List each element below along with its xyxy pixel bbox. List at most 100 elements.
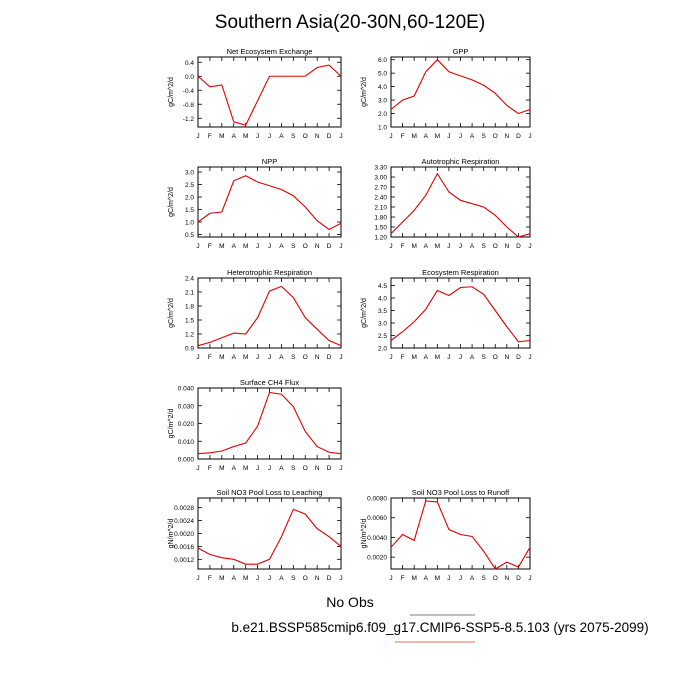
y-tick-label: 0.9 xyxy=(185,346,194,353)
x-tick-label: A xyxy=(470,354,475,361)
y-tick-label: 1.8 xyxy=(185,304,194,311)
x-tick-label: A xyxy=(424,243,429,250)
x-tick-label: M xyxy=(243,354,248,361)
y-tick-label: 0.020 xyxy=(178,421,195,428)
x-tick-label: N xyxy=(315,465,320,472)
y-tick-label: 4.0 xyxy=(378,84,387,91)
x-tick-label: A xyxy=(279,354,284,361)
panel-title: Soil NO3 Pool Loss to Runoff xyxy=(412,488,510,497)
x-tick-label: J xyxy=(196,243,199,250)
y-tick-label: 0.0012 xyxy=(174,557,194,564)
figure-title: Southern Asia(20-30N,60-120E) xyxy=(214,12,486,33)
x-tick-label: A xyxy=(470,575,475,582)
panel-title: GPP xyxy=(453,47,469,56)
y-axis-label: gC/m^2/d xyxy=(361,298,368,328)
series-line xyxy=(390,286,531,343)
x-tick-label: N xyxy=(315,243,320,250)
x-tick-label: J xyxy=(389,354,392,361)
x-tick-label: F xyxy=(208,575,212,582)
x-tick-label: M xyxy=(219,133,224,140)
x-tick-label: N xyxy=(504,243,509,250)
x-tick-label: A xyxy=(279,243,284,250)
plot-frame xyxy=(197,277,342,349)
y-tick-label: 5.0 xyxy=(378,71,387,78)
x-tick-label: J xyxy=(447,243,450,250)
x-tick-label: S xyxy=(291,133,296,140)
x-tick-label: J xyxy=(256,465,259,472)
x-tick-label: J xyxy=(459,575,462,582)
x-tick-label: O xyxy=(303,354,308,361)
x-tick-label: A xyxy=(279,465,284,472)
series-line xyxy=(390,500,531,570)
x-tick-label: M xyxy=(435,354,440,361)
plot-frame xyxy=(197,387,342,460)
series-line xyxy=(197,175,342,231)
x-tick-label: J xyxy=(268,465,271,472)
x-tick-label: F xyxy=(208,243,212,250)
y-tick-label: 0.0016 xyxy=(174,544,194,551)
x-tick-label: M xyxy=(219,575,224,582)
y-tick-label: 0.0 xyxy=(185,74,194,81)
x-tick-label: J xyxy=(339,243,342,250)
x-tick-label: S xyxy=(481,575,486,582)
x-tick-label: S xyxy=(481,133,486,140)
x-tick-label: S xyxy=(481,354,486,361)
x-tick-label: A xyxy=(424,133,429,140)
x-tick-label: M xyxy=(219,465,224,472)
x-tick-label: A xyxy=(232,133,237,140)
y-axis-label: gC/m^2/d xyxy=(168,187,175,217)
x-tick-label: A xyxy=(424,354,429,361)
x-tick-label: F xyxy=(401,354,405,361)
y-tick-label: 0.0060 xyxy=(367,515,387,522)
plot-frame xyxy=(390,277,531,349)
x-tick-label: J xyxy=(447,133,450,140)
x-tick-label: A xyxy=(232,354,237,361)
x-tick-label: A xyxy=(279,133,284,140)
x-tick-label: J xyxy=(268,575,271,582)
x-tick-label: F xyxy=(208,465,212,472)
x-tick-label: J xyxy=(459,354,462,361)
x-tick-label: M xyxy=(219,354,224,361)
x-tick-label: N xyxy=(504,133,509,140)
x-tick-label: J xyxy=(268,133,271,140)
case-caption: b.e21.BSSP585cmip6.f09_g17.CMIP6-SSP5-8.… xyxy=(231,620,649,635)
y-tick-label: 1.0 xyxy=(378,125,387,132)
panel-title: Surface CH4 Flux xyxy=(240,378,299,387)
x-tick-label: D xyxy=(516,243,521,250)
y-tick-label: 1.50 xyxy=(374,225,387,232)
x-tick-label: D xyxy=(327,354,332,361)
y-tick-label: 0.010 xyxy=(178,439,195,446)
plot-frame xyxy=(390,166,531,238)
y-tick-label: 2.1 xyxy=(185,290,194,297)
y-tick-label: 2.0 xyxy=(378,111,387,118)
y-tick-label: 3.00 xyxy=(374,175,387,182)
x-tick-label: J xyxy=(256,354,259,361)
x-tick-label: J xyxy=(528,243,531,250)
panel-title: Net Ecosystem Exchange xyxy=(227,47,313,56)
y-tick-label: 0.030 xyxy=(178,403,195,410)
x-tick-label: M xyxy=(243,465,248,472)
panel-title: Heterotrophic Respiration xyxy=(227,268,312,277)
x-tick-label: J xyxy=(389,133,392,140)
x-tick-label: J xyxy=(459,133,462,140)
y-tick-label: 6.0 xyxy=(378,57,387,64)
x-tick-label: D xyxy=(327,465,332,472)
y-tick-label: 0.0040 xyxy=(367,535,387,542)
y-axis-label: gC/m^2/d xyxy=(168,77,175,107)
x-tick-label: S xyxy=(291,243,296,250)
x-tick-label: M xyxy=(411,133,416,140)
y-tick-label: 0.4 xyxy=(185,60,194,67)
y-tick-label: -0.4 xyxy=(183,88,195,95)
x-tick-label: S xyxy=(291,354,296,361)
y-tick-label: 3.30 xyxy=(374,165,387,172)
x-tick-label: A xyxy=(232,243,237,250)
y-tick-label: 4.0 xyxy=(378,296,387,303)
panel-title: NPP xyxy=(262,157,277,166)
y-axis-label: gC/m^2/d xyxy=(168,409,175,439)
x-tick-label: N xyxy=(315,133,320,140)
x-tick-label: D xyxy=(516,133,521,140)
x-tick-label: N xyxy=(504,354,509,361)
x-tick-label: A xyxy=(232,575,237,582)
y-axis-label: gC/m^2/d xyxy=(361,77,368,107)
x-tick-label: A xyxy=(232,465,237,472)
